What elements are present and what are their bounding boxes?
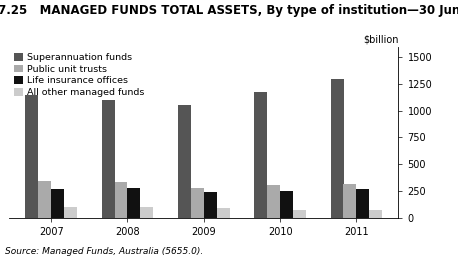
Bar (331, 79, 344, 218)
Legend: Superannuation funds, Public unit trusts, Life insurance offices, All other mana: Superannuation funds, Public unit trusts… (14, 53, 144, 97)
Bar (267, 185, 280, 218)
Bar (356, 189, 370, 218)
Bar (102, 100, 114, 218)
Text: 27.25   MANAGED FUNDS TOTAL ASSETS, By type of institution—30 June: 27.25 MANAGED FUNDS TOTAL ASSETS, By typ… (0, 4, 458, 17)
Bar (127, 188, 141, 218)
Bar (344, 184, 356, 218)
Text: $billion: $billion (363, 35, 398, 45)
Bar (25, 95, 38, 218)
Bar (191, 188, 204, 218)
Bar (370, 210, 382, 218)
Bar (293, 210, 306, 218)
Bar (64, 207, 77, 218)
Bar (178, 105, 191, 218)
Bar (204, 192, 217, 218)
Text: Source: Managed Funds, Australia (5655.0).: Source: Managed Funds, Australia (5655.0… (5, 247, 203, 256)
Bar (51, 189, 64, 218)
Bar (141, 207, 153, 218)
Bar (217, 208, 230, 218)
Bar (254, 92, 267, 218)
Bar (280, 191, 293, 218)
Bar (114, 182, 127, 218)
Bar (38, 181, 51, 218)
